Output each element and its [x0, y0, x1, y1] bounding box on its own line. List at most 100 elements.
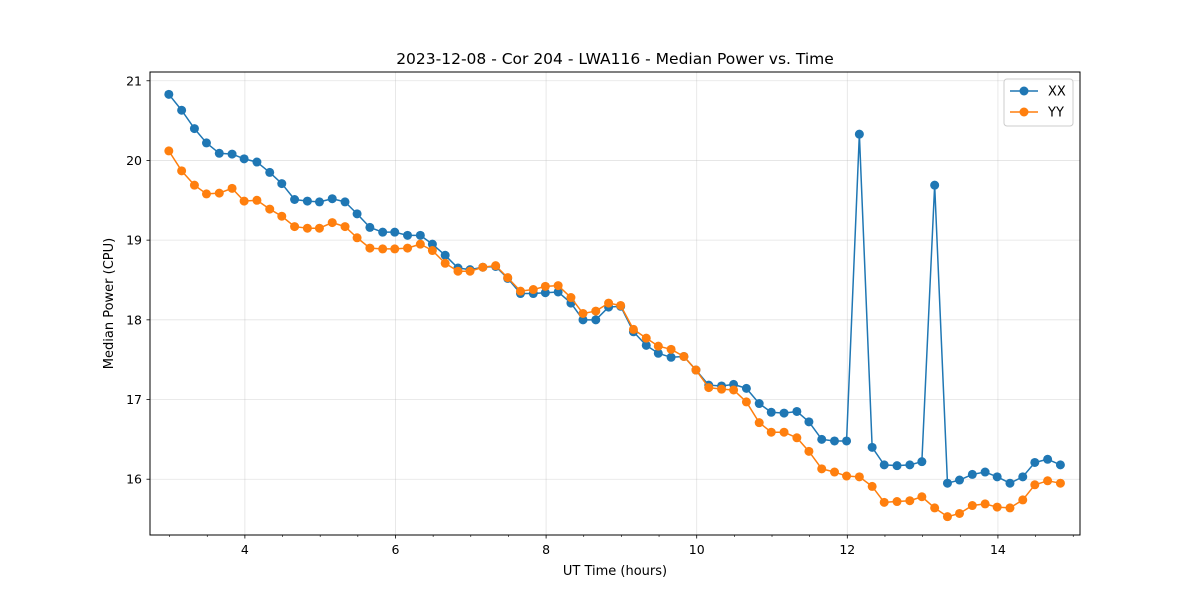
series-xx-point — [252, 157, 262, 167]
series-yy-point — [717, 384, 727, 394]
x-axis: 4 6 8 10 12 14 — [169, 535, 1074, 557]
chart-title: 2023-12-08 - Cor 204 - LWA116 - Median P… — [396, 50, 834, 68]
series-xx-point — [741, 383, 751, 393]
series-yy-point — [817, 464, 827, 474]
series-xx-point — [867, 442, 877, 452]
series-xx-point — [265, 167, 275, 177]
series-yy-point — [302, 223, 312, 233]
series-xx-point — [201, 138, 211, 148]
series-yy-point — [327, 218, 337, 228]
series-yy-point — [628, 324, 638, 334]
series-xx-point — [277, 179, 287, 189]
series-yy-point — [917, 492, 927, 502]
series-yy-point — [578, 308, 588, 318]
series-xx-point — [427, 239, 437, 249]
series-yy-point — [792, 433, 802, 443]
series-yy-point — [201, 189, 211, 199]
grid — [150, 72, 1080, 535]
series-xx-point — [553, 287, 563, 297]
series-yy-point — [766, 427, 776, 437]
y-tick-label: 17 — [126, 392, 142, 407]
series-xx-point — [415, 230, 425, 240]
series-xx-point — [578, 315, 588, 325]
series-yy-point — [854, 472, 864, 482]
series-yy-point — [955, 508, 965, 518]
series-yy-point — [566, 293, 576, 303]
y-tick-label: 21 — [126, 73, 142, 88]
series-yy-point — [390, 244, 400, 254]
series-yy-point — [265, 204, 275, 214]
series-yy-point — [1005, 503, 1015, 513]
series-xx-point — [766, 407, 776, 417]
series-yy-point — [754, 418, 764, 428]
series-xx-point — [967, 469, 977, 479]
series-yy-point — [641, 333, 651, 343]
series-xx-point — [992, 472, 1002, 482]
series-xx-point — [930, 180, 940, 190]
x-tick-label: 4 — [241, 542, 249, 557]
plot-frame — [149, 71, 1081, 536]
x-tick-label: 6 — [392, 542, 400, 557]
y-tick-label: 18 — [126, 312, 142, 327]
series-xx-point — [239, 154, 249, 164]
series-yy-point — [277, 211, 287, 221]
series-xx-point — [641, 340, 651, 350]
series-xx-point — [804, 417, 814, 427]
series-xx-point — [227, 149, 237, 159]
series-yy-point — [704, 383, 714, 393]
series-xx-point — [1055, 460, 1065, 470]
series-xx-point — [817, 434, 827, 444]
series-yy-point — [905, 496, 915, 506]
series-xx-point — [942, 478, 952, 488]
series-xx-point — [1005, 478, 1015, 488]
legend-xx-label: XX — [1048, 85, 1066, 100]
series-xx-point — [879, 460, 889, 470]
series-yy-point — [491, 261, 501, 271]
series-yy-point — [177, 166, 187, 176]
series-xx-point — [1043, 454, 1053, 464]
series-xx-point — [352, 209, 362, 219]
series-xx-point — [440, 250, 450, 260]
series-yy-point — [591, 306, 601, 316]
x-tick-label: 14 — [990, 542, 1006, 557]
series-yy-point — [804, 446, 814, 456]
series-yy-point — [691, 365, 701, 375]
series-yy-point — [779, 427, 789, 437]
series-xx-point — [214, 148, 224, 158]
series-xx-point — [403, 230, 413, 240]
series-yy-point — [378, 244, 388, 254]
y-tick-label: 19 — [126, 233, 142, 248]
series-yy-point — [227, 183, 237, 193]
series-yy-point — [616, 300, 626, 310]
series-yy-point — [604, 298, 614, 308]
series-yy-point — [352, 233, 362, 243]
series-xx-point — [955, 475, 965, 485]
series-yy-point — [729, 385, 739, 395]
series-yy-point — [465, 266, 475, 276]
series-yy-point — [515, 286, 525, 296]
series-xx-point — [540, 288, 550, 298]
series-layer — [164, 89, 1065, 522]
series-xx-point — [302, 196, 312, 206]
legend: XX YY — [1003, 78, 1074, 127]
series-yy-point — [1055, 478, 1065, 488]
series-yy-point — [930, 503, 940, 513]
series-xx-point — [340, 197, 350, 207]
x-tick-label: 12 — [839, 542, 855, 557]
series-xx-point — [378, 227, 388, 237]
series-yy-point — [830, 467, 840, 477]
y-tick-label: 16 — [126, 472, 142, 487]
series-yy-point — [967, 501, 977, 511]
series-yy-point — [992, 502, 1002, 512]
x-tick-label: 8 — [542, 542, 550, 557]
series-xx-point — [666, 352, 676, 362]
series-yy-point — [365, 243, 375, 253]
series-xx-point — [365, 222, 375, 232]
series-xx-point — [754, 399, 764, 409]
series-yy-point — [252, 195, 262, 205]
series-xx-point — [591, 315, 601, 325]
legend-xx-marker — [1019, 86, 1029, 96]
series-xx-point — [854, 129, 864, 139]
series-xx-point — [980, 467, 990, 477]
series-yy-point — [453, 266, 463, 276]
